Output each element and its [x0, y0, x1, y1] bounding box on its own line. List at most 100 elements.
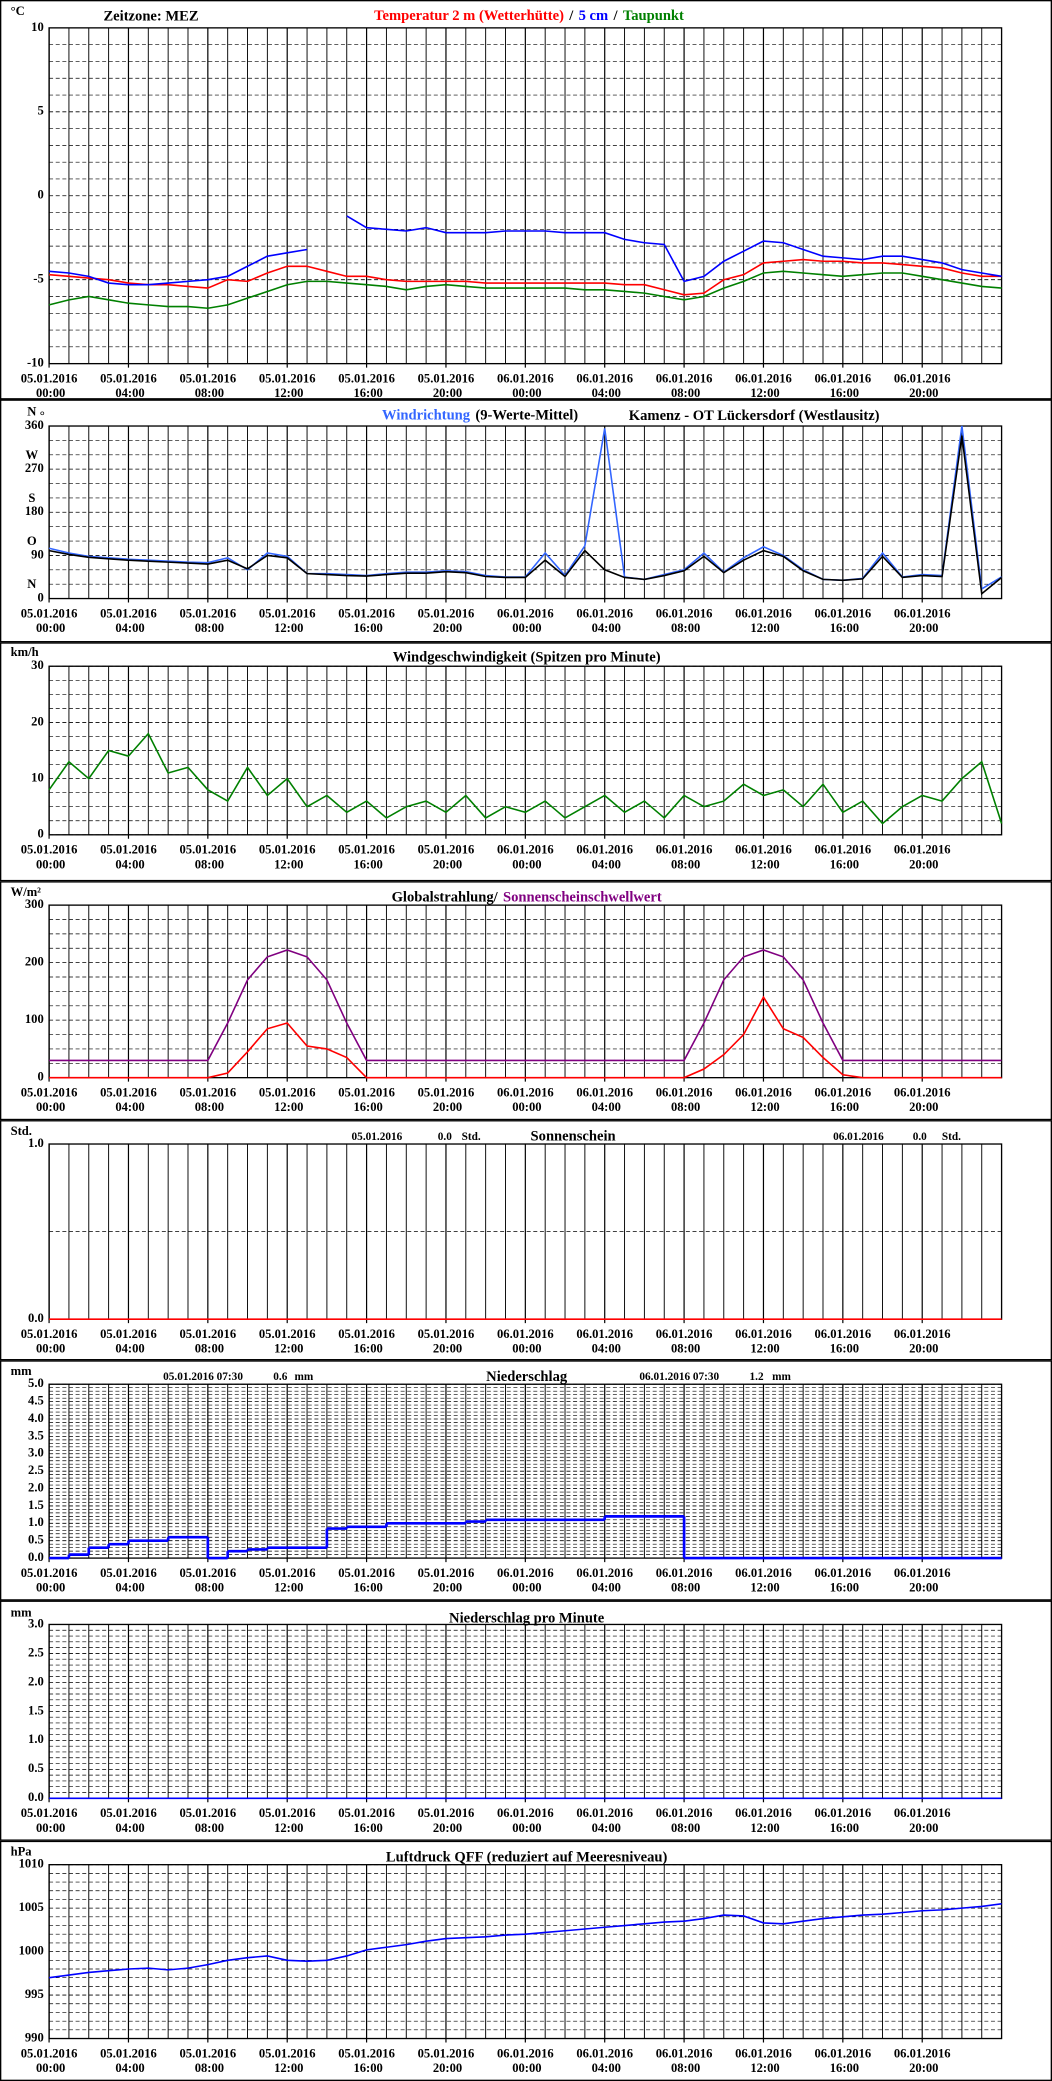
x-tick-time: 12:00 [747, 1821, 780, 1835]
x-tick-time: 20:00 [906, 1100, 939, 1114]
series-line [48, 270, 1002, 310]
x-tick-date: 05.01.2016 [259, 2046, 316, 2060]
x-tick-label: 06.01.2016 04:00 [576, 1085, 633, 1114]
y-tick-label: 995 [25, 1987, 44, 2001]
x-tick-date: 06.01.2016 [497, 1806, 554, 1820]
x-tick-label: 06.01.2016 08:00 [656, 1806, 713, 1835]
x-tick-label: 06.01.2016 12:00 [735, 371, 792, 400]
chart-title: Niederschlag [486, 1369, 568, 1385]
x-tick-time: 00:00 [509, 386, 542, 400]
x-tick-time: 16:00 [350, 2061, 383, 2075]
x-tick-time: 20:00 [430, 386, 463, 400]
x-tick-time: 04:00 [588, 2061, 621, 2075]
x-tick-label: 06.01.2016 08:00 [656, 1566, 713, 1595]
x-tick-label: 05.01.2016 16:00 [338, 1085, 395, 1114]
series-line [49, 949, 1002, 1062]
x-tick-time: 08:00 [668, 1100, 701, 1114]
x-tick-date: 05.01.2016 [259, 1085, 316, 1099]
x-tick-date: 05.01.2016 [180, 1085, 237, 1099]
x-tick-date: 06.01.2016 [656, 371, 713, 385]
x-tick-time: 12:00 [271, 857, 304, 871]
x-tick-date: 06.01.2016 [735, 2046, 792, 2060]
x-tick-label: 06.01.2016 08:00 [656, 843, 713, 872]
direction-label: S [28, 491, 35, 505]
x-tick-date: 05.01.2016 [418, 2046, 475, 2060]
x-tick-label: 05.01.2016 00:00 [21, 1085, 78, 1114]
x-tick-label: 06.01.2016 12:00 [735, 2046, 792, 2075]
x-tick-label: 05.01.2016 20:00 [418, 2046, 475, 2075]
x-tick-time: 16:00 [827, 1581, 860, 1595]
x-tick-time: 12:00 [271, 2061, 304, 2075]
x-tick-label: 05.01.2016 04:00 [100, 1327, 157, 1356]
x-tick-label: 05.01.2016 08:00 [180, 1806, 237, 1835]
x-tick-time: 12:00 [747, 1342, 780, 1356]
x-tick-time: 04:00 [112, 386, 145, 400]
x-tick-label: 05.01.2016 20:00 [418, 371, 475, 400]
x-tick-time: 08:00 [668, 857, 701, 871]
x-tick-time: 08:00 [668, 1581, 701, 1595]
series-line [48, 732, 1003, 825]
x-tick-time: 20:00 [430, 1581, 463, 1595]
x-tick-time: 16:00 [350, 621, 383, 635]
x-tick-time: 08:00 [668, 2061, 701, 2075]
x-tick-date: 05.01.2016 [259, 1566, 316, 1580]
x-tick-date: 05.01.2016 [338, 371, 395, 385]
legend-title: Globalstrahlung/Sonnenscheinschwellwert [392, 890, 662, 906]
x-tick-date: 06.01.2016 [894, 1566, 951, 1580]
x-tick-time: 20:00 [906, 1821, 939, 1835]
x-tick-label: 05.01.2016 08:00 [180, 1085, 237, 1114]
y-tick-label: 5 [37, 104, 43, 118]
legend-separator: / [568, 9, 574, 25]
y-tick-label: 90 [31, 547, 44, 561]
x-tick-time: 08:00 [668, 1821, 701, 1835]
direction-label: N [27, 577, 36, 591]
x-tick-date: 06.01.2016 [815, 606, 872, 620]
x-tick-date: 05.01.2016 [100, 2046, 157, 2060]
y-tick-label: 20 [31, 714, 44, 728]
x-tick-time: 04:00 [588, 1821, 621, 1835]
unit-label: hPa [11, 1845, 33, 1859]
y-tick-label: 10 [31, 770, 44, 784]
x-tick-date: 06.01.2016 [656, 843, 713, 857]
x-tick-date: 05.01.2016 [100, 843, 157, 857]
total-value: 0.0 [438, 1131, 452, 1143]
y-tick-label: 1.0 [28, 1515, 44, 1529]
x-tick-time: 16:00 [827, 621, 860, 635]
x-tick-date: 05.01.2016 [338, 606, 395, 620]
x-tick-date: 06.01.2016 [815, 1806, 872, 1820]
x-tick-label: 05.01.2016 12:00 [259, 843, 316, 872]
y-tick-label: -10 [27, 356, 44, 370]
x-tick-label: 05.01.2016 00:00 [21, 606, 78, 635]
chart-title: Sonnenschein [531, 1129, 616, 1145]
y-tick-label: 100 [25, 1012, 44, 1026]
x-tick-time: 04:00 [112, 857, 145, 871]
total-unit: Std. [942, 1131, 961, 1143]
y-tick-label: 1.0 [28, 1732, 44, 1746]
x-tick-label: 05.01.2016 00:00 [21, 1806, 78, 1835]
x-tick-date: 06.01.2016 [497, 843, 554, 857]
x-tick-time: 00:00 [509, 857, 542, 871]
x-tick-time: 04:00 [112, 2061, 145, 2075]
x-tick-label: 06.01.2016 16:00 [815, 1085, 872, 1114]
x-tick-date: 06.01.2016 [735, 843, 792, 857]
x-tick-label: 06.01.2016 16:00 [815, 1806, 872, 1835]
x-tick-label: 05.01.2016 04:00 [100, 1566, 157, 1595]
x-tick-label: 05.01.2016 20:00 [418, 1327, 475, 1356]
x-tick-date: 05.01.2016 [180, 1806, 237, 1820]
x-tick-date: 06.01.2016 [497, 371, 554, 385]
y-tick-label: 2.0 [28, 1480, 44, 1494]
x-tick-time: 20:00 [906, 621, 939, 635]
x-tick-date: 06.01.2016 [497, 1327, 554, 1341]
total-date: 05.01.2016 07:30 [163, 1371, 243, 1383]
x-tick-time: 20:00 [430, 1821, 463, 1835]
x-tick-label: 06.01.2016 20:00 [894, 2046, 951, 2075]
x-tick-date: 06.01.2016 [894, 606, 951, 620]
x-tick-time: 16:00 [350, 1821, 383, 1835]
x-tick-time: 20:00 [906, 857, 939, 871]
x-tick-label: 06.01.2016 00:00 [497, 1806, 554, 1835]
x-tick-label: 05.01.2016 16:00 [338, 606, 395, 635]
x-tick-label: 06.01.2016 08:00 [656, 371, 713, 400]
x-tick-time: 12:00 [271, 621, 304, 635]
x-tick-date: 06.01.2016 [735, 1566, 792, 1580]
x-tick-date: 06.01.2016 [815, 1327, 872, 1341]
